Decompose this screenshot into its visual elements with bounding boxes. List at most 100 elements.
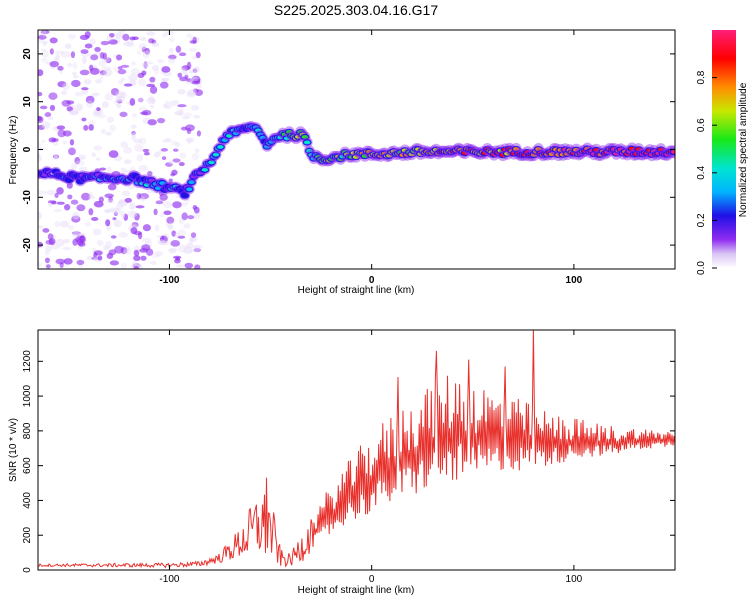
noise-cell (142, 50, 151, 59)
noise-cell (75, 160, 85, 166)
noise-cell (194, 148, 200, 154)
noise-cell (160, 77, 170, 81)
noise-cell (153, 151, 161, 158)
noise-cell (97, 114, 107, 119)
noise-cell (93, 200, 104, 208)
noise-cell (161, 33, 168, 38)
noise-cell (114, 245, 124, 254)
noise-cell (79, 232, 86, 236)
noise-cell (196, 84, 202, 89)
x-tick-label: -100 (159, 275, 179, 286)
noise-cell (138, 165, 149, 172)
y-tick-label: 0 (22, 146, 33, 152)
noise-cell (53, 140, 59, 146)
noise-cell (183, 201, 188, 207)
noise-cell (157, 59, 164, 63)
noise-cell (168, 160, 174, 165)
noise-cell (56, 201, 65, 205)
noise-cell (179, 76, 188, 82)
ridge-core (212, 152, 220, 157)
noise-cell (109, 207, 120, 212)
noise-cell (174, 232, 180, 238)
noise-cell (159, 212, 165, 218)
chart-title: S225.2025.303.04.16.G17 (274, 2, 438, 18)
noise-cell (129, 202, 136, 210)
noise-cell (168, 54, 177, 60)
noise-cell (59, 220, 69, 228)
noise-cell (86, 255, 95, 261)
noise-cell (186, 33, 193, 39)
ridge-core (221, 138, 229, 143)
noise-cell (118, 200, 125, 204)
ridge-core (179, 189, 186, 194)
ridge-core (143, 183, 151, 187)
noise-cell (177, 104, 187, 108)
noise-cell (66, 182, 73, 189)
noise-cell (78, 241, 86, 247)
noise-cell (38, 154, 42, 162)
noise-cell (131, 221, 139, 228)
noise-cell (86, 100, 94, 109)
noise-cell (68, 33, 76, 40)
noise-cell (53, 154, 59, 161)
noise-cell (116, 96, 126, 103)
noise-cell (38, 69, 44, 77)
noise-cell (123, 248, 132, 255)
noise-cell (193, 66, 200, 73)
noise-cell (141, 237, 152, 243)
noise-cell (185, 80, 194, 85)
noise-cell (121, 190, 131, 197)
noise-cell (123, 213, 129, 221)
ridge-core (513, 147, 520, 151)
noise-cell (49, 61, 60, 68)
noise-cell (134, 144, 144, 152)
noise-cell (104, 209, 111, 213)
noise-cell (130, 81, 137, 86)
noise-cell (140, 36, 147, 42)
colorbar-label: Normalized spectral amplitude (738, 82, 749, 217)
noise-cell (131, 113, 138, 118)
noise-cell (96, 107, 101, 112)
noise-cell (62, 246, 72, 251)
noise-cell (116, 99, 123, 104)
noise-cell (189, 76, 199, 82)
noise-cell (93, 250, 103, 256)
noise-cell (136, 192, 142, 200)
noise-cell (61, 99, 71, 107)
noise-cell (154, 68, 160, 75)
noise-cell (74, 91, 84, 97)
noise-cell (141, 62, 149, 69)
noise-cell (167, 225, 174, 231)
noise-cell (133, 249, 140, 257)
noise-cell (42, 228, 50, 233)
noise-cell (38, 142, 42, 147)
ridge-core (208, 160, 215, 165)
noise-cell (62, 140, 67, 145)
noise-cell (53, 208, 63, 213)
noise-cell (185, 199, 191, 203)
noise-cell (144, 47, 150, 55)
noise-cell (88, 208, 94, 216)
noise-cell (157, 239, 166, 245)
noise-cell (149, 104, 155, 109)
noise-cell (72, 231, 82, 239)
noise-cell (113, 67, 119, 72)
noise-cell (138, 43, 147, 50)
noise-cell (138, 78, 146, 87)
noise-cell (113, 211, 118, 217)
y-tick-label: 10 (22, 96, 33, 108)
noise-cell (41, 40, 49, 45)
noise-cell (160, 148, 169, 152)
noise-cell (186, 61, 192, 70)
ridge-core (181, 193, 189, 198)
noise-cell (139, 111, 148, 116)
noise-cell (163, 101, 173, 110)
noise-cell (79, 69, 90, 76)
noise-cell (166, 216, 175, 224)
noise-cell (137, 50, 142, 55)
noise-cell (151, 65, 159, 71)
y-tick-label: 600 (22, 457, 33, 474)
noise-cell (157, 117, 166, 124)
ridge-core (573, 147, 580, 152)
